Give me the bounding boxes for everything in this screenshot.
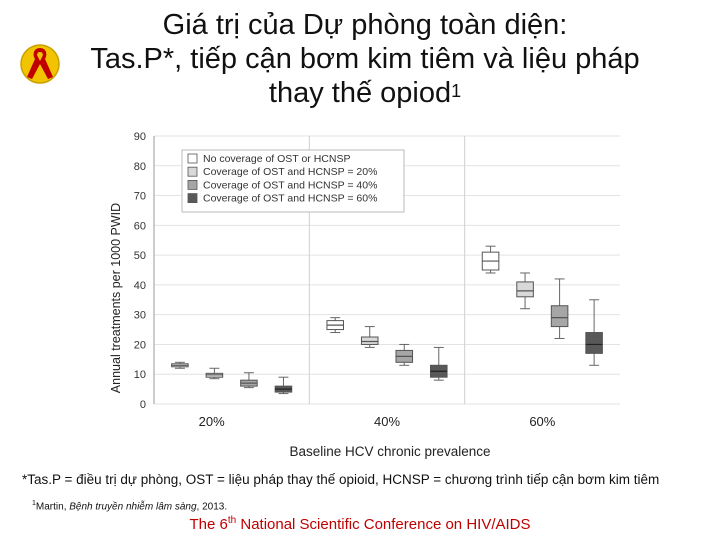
x-axis-label: Baseline HCV chronic prevalence bbox=[289, 444, 490, 459]
conference-name: National Scientific Conference on HIV/AI… bbox=[236, 516, 531, 533]
citation-year: , 2013. bbox=[196, 501, 228, 513]
legend-entry: Coverage of OST and HCNSP = 60% bbox=[203, 193, 377, 205]
y-tick-label: 50 bbox=[134, 250, 146, 262]
box-2-2 bbox=[550, 278, 569, 339]
citation-author: Martin, bbox=[35, 501, 70, 513]
legend-swatch bbox=[187, 180, 198, 190]
box-0-3 bbox=[274, 376, 293, 395]
title-line-1: Giá trị của Dự phòng toàn diện: bbox=[162, 9, 568, 41]
y-tick-label: 30 bbox=[134, 310, 146, 322]
box-iqr bbox=[585, 332, 603, 354]
x-category-label: 40% bbox=[374, 414, 400, 429]
title-superscript: 1 bbox=[451, 81, 462, 101]
boxes bbox=[171, 245, 603, 395]
conference-footer: The 6th National Scientific Conference o… bbox=[0, 515, 720, 533]
box-1-1 bbox=[360, 326, 379, 348]
legend-entry: No coverage of OST or HCNSP bbox=[203, 153, 350, 165]
y-tick-label: 40 bbox=[134, 280, 146, 292]
x-category-label: 20% bbox=[199, 414, 225, 429]
title-line-3: thay thế opiod1 bbox=[20, 76, 710, 110]
citation-superscript: 1 bbox=[32, 500, 36, 507]
legend-entry: Coverage of OST and HCNSP = 20% bbox=[203, 166, 377, 178]
title-line-2: Tas.P*, tiếp cận bơm kim tiêm và liệu ph… bbox=[90, 43, 640, 75]
citation-journal: Bệnh truyền nhiễm lâm sàng bbox=[69, 501, 197, 513]
box-1-0 bbox=[326, 317, 345, 334]
y-tick-label: 80 bbox=[134, 161, 146, 173]
y-tick-label: 10 bbox=[134, 369, 146, 381]
y-axis-label: Annual treatments per 1000 PWID bbox=[109, 203, 123, 393]
legend-swatch bbox=[187, 193, 198, 203]
legend-swatch bbox=[187, 153, 198, 164]
boxplot-chart: 0 10 20 30 40 50 60 70 80 90 20% 40% 60% Annual tre… bbox=[104, 126, 630, 466]
x-category-label: 60% bbox=[529, 414, 555, 429]
citation: 1Martin, Bệnh truyền nhiễm lâm sàng, 201… bbox=[32, 500, 227, 512]
x-axis-categories: 20% 40% 60% bbox=[199, 414, 556, 429]
red-ribbon-icon bbox=[20, 44, 60, 84]
box-2-0 bbox=[481, 245, 500, 274]
legend-swatch bbox=[187, 166, 198, 177]
y-tick-label: 60 bbox=[134, 220, 146, 232]
box-0-0 bbox=[171, 361, 189, 369]
box-1-2 bbox=[395, 343, 414, 366]
y-tick-label: 0 bbox=[140, 399, 146, 411]
box-2-3 bbox=[585, 299, 603, 366]
y-tick-label: 90 bbox=[134, 131, 146, 143]
y-tick-label: 70 bbox=[134, 191, 146, 203]
conference-prefix: The 6 bbox=[189, 516, 228, 533]
legend-entry: Coverage of OST and HCNSP = 40% bbox=[203, 179, 377, 191]
box-iqr bbox=[360, 336, 379, 345]
box-0-1 bbox=[205, 367, 224, 380]
footnote: *Tas.P = điều trị dự phòng, OST = liệu p… bbox=[22, 472, 660, 487]
box-1-3 bbox=[429, 346, 448, 381]
legend-box bbox=[181, 149, 405, 213]
slide-title: Giá trị của Dự phòng toàn diện: Tas.P*, … bbox=[20, 8, 710, 110]
box-0-2 bbox=[240, 372, 258, 389]
box-iqr bbox=[550, 305, 569, 328]
title-line-3-text: thay thế opiod bbox=[268, 77, 452, 109]
y-axis: 0 10 20 30 40 50 60 70 80 90 bbox=[134, 131, 155, 411]
box-2-1 bbox=[516, 272, 534, 310]
conference-superscript: th bbox=[227, 515, 237, 526]
box-iqr bbox=[516, 281, 534, 298]
y-tick-label: 20 bbox=[134, 339, 146, 351]
